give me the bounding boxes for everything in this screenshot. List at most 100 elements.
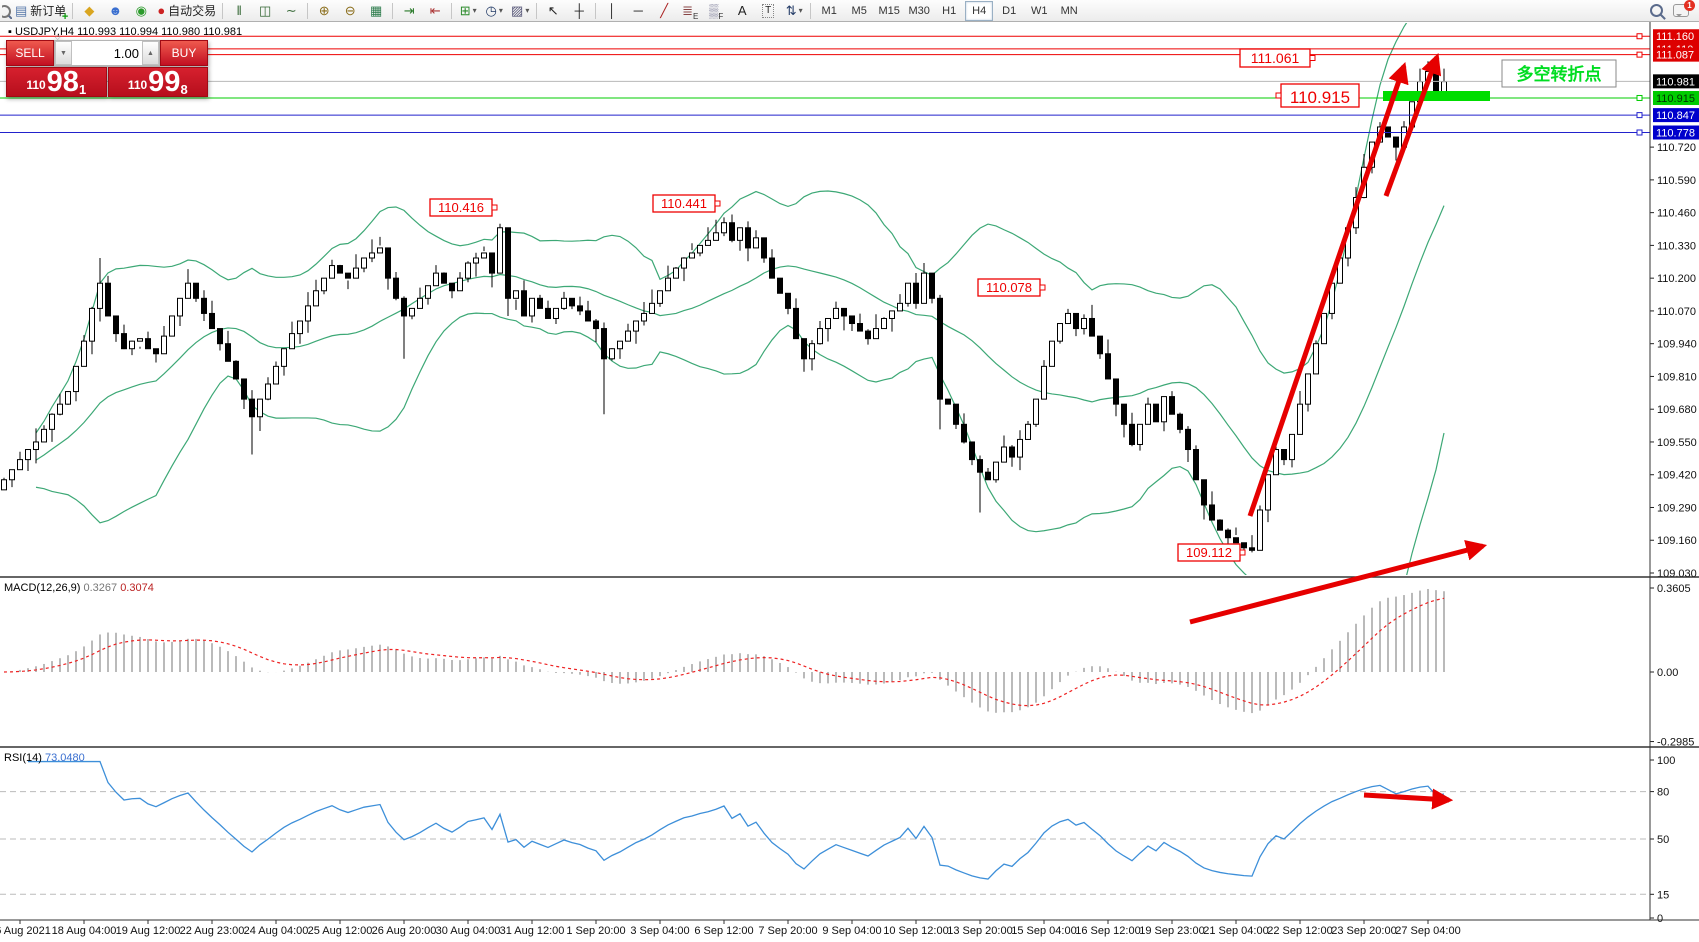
- notification-badge: 1: [1684, 0, 1695, 11]
- auto-trading-button[interactable]: ● 自动交易: [154, 0, 219, 22]
- volume-decrease-button[interactable]: ▼: [55, 41, 72, 65]
- horizontal-line-icon: ─: [633, 2, 643, 18]
- panel-collapse-diamond-icon[interactable]: ◇: [55, 34, 61, 41]
- fibonacci-button[interactable]: ▒ F: [709, 2, 724, 21]
- highlighter-tool-icon: ◆: [84, 2, 95, 18]
- vertical-line-button[interactable]: │: [599, 0, 625, 22]
- svg-text:0: 0: [1657, 913, 1663, 925]
- svg-text:110.720: 110.720: [1657, 142, 1696, 154]
- plus-icon: +: [61, 10, 69, 23]
- horizontal-line-button[interactable]: ─: [625, 0, 651, 22]
- zoom-out-button[interactable]: ⊖: [337, 0, 363, 22]
- svg-text:21 Sep 04:00: 21 Sep 04:00: [1203, 925, 1268, 937]
- signals-button[interactable]: ◉: [128, 0, 154, 22]
- equidistant-channel-button[interactable]: ≣ E: [682, 2, 699, 21]
- notifications-icon[interactable]: 1: [1673, 0, 1695, 17]
- timeframe-m30-button[interactable]: M30: [908, 4, 930, 17]
- svg-text:100: 100: [1657, 755, 1675, 767]
- magnifier-icon: [2, 4, 11, 18]
- svg-text:110.330: 110.330: [1657, 240, 1696, 252]
- svg-text:22 Aug 23:00: 22 Aug 23:00: [180, 925, 245, 937]
- svg-text:0.00: 0.00: [1657, 667, 1678, 679]
- candle-chart-icon: ◫: [259, 2, 272, 18]
- svg-text:15 Sep 04:00: 15 Sep 04:00: [1011, 925, 1076, 937]
- svg-text:7 Sep 20:00: 7 Sep 20:00: [758, 925, 817, 937]
- svg-text:109.160: 109.160: [1657, 535, 1697, 547]
- text-label-button[interactable]: T: [755, 0, 781, 22]
- timeframe-h1-button[interactable]: H1: [942, 4, 957, 17]
- bar-chart-button[interactable]: ‖: [226, 0, 252, 22]
- trend-arrow: [1189, 540, 1488, 625]
- periods-button[interactable]: ◷ ▾: [481, 0, 507, 22]
- timeframe-m5-button[interactable]: M5: [851, 4, 867, 17]
- svg-text:19 Aug 12:00: 19 Aug 12:00: [116, 925, 181, 937]
- timeframe-d1-button[interactable]: D1: [1002, 4, 1017, 17]
- trendline-button[interactable]: ╱: [651, 0, 677, 22]
- arrows-tool-button[interactable]: ⇅ ▾: [781, 0, 807, 22]
- svg-text:23 Sep 20:00: 23 Sep 20:00: [1331, 925, 1396, 937]
- svg-text:109.290: 109.290: [1657, 502, 1697, 514]
- line-chart-button[interactable]: ∼: [278, 0, 304, 22]
- svg-text:110.590: 110.590: [1657, 175, 1696, 187]
- cursor-button[interactable]: ↖: [540, 0, 566, 22]
- svg-text:31 Aug 12:00: 31 Aug 12:00: [500, 925, 565, 937]
- cursor-icon: ↖: [547, 2, 559, 18]
- tile-windows-button[interactable]: ▦: [363, 0, 389, 22]
- svg-text:30 Aug 04:00: 30 Aug 04:00: [436, 925, 501, 937]
- svg-text:110.200: 110.200: [1657, 273, 1696, 285]
- text-label-icon: T: [762, 3, 775, 18]
- chart-shift-icon: ⇤: [429, 2, 441, 18]
- text-button[interactable]: A: [729, 0, 755, 22]
- buy-price[interactable]: 110 99 8: [107, 67, 208, 97]
- zoom-in-button[interactable]: ⊕: [311, 0, 337, 22]
- svg-text:22 Sep 12:00: 22 Sep 12:00: [1267, 925, 1332, 937]
- svg-text:109.030: 109.030: [1657, 568, 1697, 580]
- cropped-toolbar-icon: [2, 3, 12, 19]
- tile-windows-icon: ▦: [370, 2, 383, 18]
- svg-text:19 Sep 23:00: 19 Sep 23:00: [1139, 925, 1204, 937]
- turning-point-note: 多空转折点: [1517, 64, 1602, 84]
- timeframe-m1-button[interactable]: M1: [821, 4, 837, 17]
- svg-text:110.070: 110.070: [1657, 306, 1696, 318]
- volume-increase-button[interactable]: ▲: [142, 41, 159, 65]
- candle-chart-button[interactable]: ◫: [252, 0, 278, 22]
- new-order-button-label: 新订单: [30, 3, 67, 18]
- svg-text:110.778: 110.778: [1656, 128, 1695, 140]
- buy-button[interactable]: BUY: [160, 40, 208, 66]
- search-icon[interactable]: [1650, 4, 1663, 17]
- fibonacci-icon: ▒: [709, 2, 719, 18]
- sell-button[interactable]: SELL: [6, 40, 54, 66]
- chevron-down-icon: ▾: [472, 5, 477, 15]
- highlighter-tool-button[interactable]: ◆: [76, 0, 102, 22]
- vertical-line-icon: │: [608, 2, 617, 18]
- svg-text:80: 80: [1657, 787, 1669, 799]
- svg-text:111.087: 111.087: [1656, 50, 1694, 62]
- profile-button[interactable]: ☻: [102, 0, 128, 22]
- svg-text:109.940: 109.940: [1657, 339, 1697, 351]
- green-zone-bar: [1383, 91, 1490, 101]
- new-order-button[interactable]: ▤ + 新订单: [12, 0, 69, 23]
- chevron-down-icon: ▾: [525, 5, 530, 15]
- templates-button[interactable]: ▨ ▾: [507, 0, 533, 22]
- volume-input[interactable]: [72, 41, 142, 65]
- new-chart-button[interactable]: ⊞ ▾: [455, 0, 481, 22]
- timeframe-w1-button[interactable]: W1: [1030, 4, 1048, 17]
- crosshair-button[interactable]: ┼: [566, 0, 592, 22]
- timeframe-m15-button[interactable]: M15: [878, 4, 900, 17]
- chart-shift-button[interactable]: ⇤: [422, 0, 448, 22]
- arrows-tool-icon: ⇅: [785, 2, 797, 18]
- chevron-down-icon: ▾: [798, 5, 803, 15]
- svg-text:-0.2985: -0.2985: [1657, 737, 1694, 749]
- sell-price[interactable]: 110 98 1: [6, 67, 107, 97]
- timeframe-h4-button[interactable]: H4: [965, 0, 994, 21]
- zoom-in-icon: ⊕: [318, 2, 330, 18]
- price-annotation: 110.441: [661, 196, 707, 211]
- chart-symbol-header: ▪ USDJPY,H4 110.993 110.994 110.980 110.…: [8, 26, 242, 38]
- trendline-icon: ╱: [660, 2, 669, 18]
- text-icon: A: [737, 2, 747, 18]
- svg-text:109.680: 109.680: [1657, 404, 1697, 416]
- timeframe-mn-button[interactable]: MN: [1060, 4, 1078, 17]
- auto-scroll-button[interactable]: ⇥: [396, 0, 422, 22]
- svg-text:16 Aug 2021: 16 Aug 2021: [0, 925, 51, 937]
